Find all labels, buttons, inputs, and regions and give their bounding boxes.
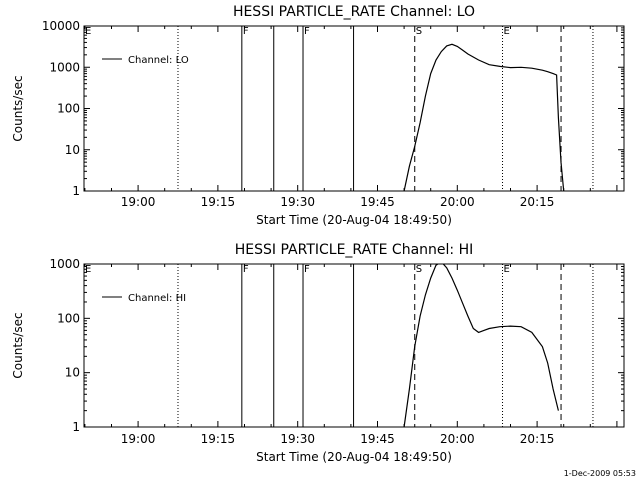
event-marker-label: E (504, 26, 510, 37)
chart-panel-0: HESSI PARTICLE_RATE Channel: LO Counts/se… (11, 4, 625, 227)
x-tick-label: 20:15 (520, 195, 555, 209)
x-tick-label: 19:45 (360, 195, 395, 209)
y-tick-label: 1000 (49, 60, 80, 74)
y-tick-label: 100 (57, 102, 80, 116)
x-tick-label: 20:00 (440, 432, 475, 446)
legend-entry: Channel: LO (128, 55, 189, 66)
event-marker-label: F (304, 26, 310, 37)
x-tick-label: 19:30 (280, 432, 315, 446)
x-tick-label: 19:00 (121, 195, 156, 209)
chart-title: HESSI PARTICLE_RATE Channel: LO (233, 4, 475, 20)
x-tick-label: 19:15 (201, 432, 236, 446)
y-axis-label: Counts/sec (11, 312, 25, 378)
x-tick-label: 20:00 (440, 195, 475, 209)
chart-title: HESSI PARTICLE_RATE Channel: HI (235, 242, 473, 258)
event-marker-label: E (85, 264, 91, 275)
y-tick-label: 1 (72, 184, 80, 198)
y-tick-label: 10000 (42, 19, 80, 33)
event-marker-label: S (416, 26, 422, 37)
x-tick-label: 20:15 (520, 432, 555, 446)
event-marker-label: F (304, 264, 310, 275)
x-tick-label: 19:00 (121, 432, 156, 446)
x-tick-label: 19:15 (201, 195, 236, 209)
event-marker-label: S (416, 264, 422, 275)
y-axis-label: Counts/sec (11, 75, 25, 141)
x-tick-label: 19:30 (280, 195, 315, 209)
event-marker-label: E (504, 264, 510, 275)
legend-entry: Channel: HI (128, 293, 186, 304)
x-axis-label: Start Time (20-Aug-04 18:49:50) (256, 213, 452, 227)
y-tick-label: 10 (65, 366, 80, 380)
series-line (403, 264, 559, 427)
y-tick-label: 1000 (49, 257, 80, 271)
y-tick-label: 10 (65, 143, 80, 157)
x-axis-label: Start Time (20-Aug-04 18:49:50) (256, 450, 452, 464)
event-marker-label: F (243, 264, 249, 275)
event-marker-label: F (243, 26, 249, 37)
y-tick-label: 100 (57, 311, 80, 325)
event-marker-label: E (85, 26, 91, 37)
series-line (403, 43, 565, 191)
y-tick-label: 1 (72, 420, 80, 434)
footer-timestamp: 1-Dec-2009 05:53 (564, 469, 636, 478)
x-tick-label: 19:45 (360, 432, 395, 446)
chart-panel-1: HESSI PARTICLE_RATE Channel: HI Counts/se… (11, 242, 625, 464)
